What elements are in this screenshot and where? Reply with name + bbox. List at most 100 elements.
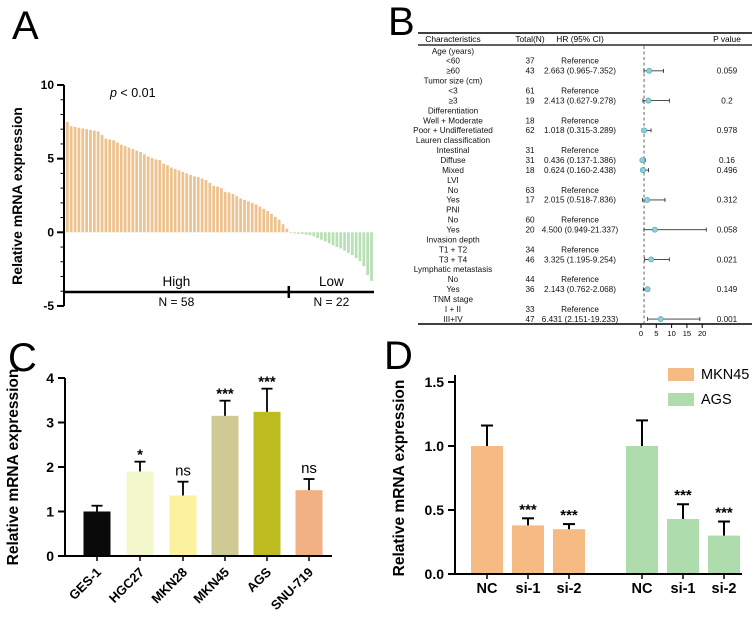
waterfall-bar [320,232,323,240]
x-tick-label: NC [477,581,498,597]
waterfall-bar [366,232,370,276]
row-label: T3 + T4 [439,255,468,264]
y-tick-label: 2 [46,459,54,475]
col-header-pvalue: P value [713,34,741,44]
col-header-characteristics: Characteristics [425,34,480,44]
hr-point [645,97,652,104]
row-hr-ci: 2.663 (0.965-7.352) [544,67,616,76]
row-total: 46 [525,255,535,264]
row-pvalue: 0.059 [717,67,738,76]
forest-plot-table: Characteristics Total(N) HR (95% CI) P valu… [413,32,752,338]
bar-GES-1 [83,511,111,556]
hr-point [639,167,646,174]
row-group-label: TNM stage [433,295,473,304]
waterfall-bar [162,163,165,233]
sig-stars: *** [560,507,578,524]
row-total: 31 [525,146,535,155]
group-n-high: N = 58 [159,295,195,309]
bar-MKN45-si-1 [512,525,544,574]
row-label: Yes [446,285,459,294]
row-label: Yes [446,196,459,205]
waterfall-bar [169,167,173,233]
waterfall-bar [193,176,196,233]
row-pvalue: 0.001 [717,315,738,324]
waterfall-bar [150,157,154,233]
waterfall-bar [77,127,81,233]
cell-line-bar-chart: GES-1 * HGC27 ns MKN28 *** MKN45 *** AGS ns SNU-71… [5,369,332,613]
legend-swatch-AGS [668,393,694,406]
row-total: 61 [525,86,535,95]
row-hr-ci: 0.624 (0.160-2.438) [544,166,616,175]
row-pvalue: 0.058 [717,225,738,234]
sig-label: ns [175,463,191,480]
bar-AGS-NC [626,446,658,574]
y-tick-label: 0 [46,548,54,564]
sig-stars: *** [715,505,733,522]
y-tick-label: 5 [47,152,54,166]
waterfall-bar [208,182,212,233]
waterfall-bar [73,126,77,233]
row-hr-ci: 0.436 (0.137-1.386) [544,156,616,165]
x-tick-label: SNU-719 [268,565,316,613]
x-tick-label: AGS [244,564,275,595]
bar-MKN45 [211,415,239,556]
waterfall-bar [270,213,273,233]
waterfall-expression-chart: 10 5 0 -5 Relative mRNA expression p < 0.01 Hi… [9,78,374,313]
row-total: 17 [525,196,535,205]
row-hr-ci: Reference [561,146,599,155]
row-hr-ci: Reference [561,245,599,254]
row-hr-ci: Reference [561,86,599,95]
y-tick-label: 10 [41,78,55,92]
axis-tick-label: 15 [683,329,691,338]
row-hr-ci: Reference [561,116,599,125]
waterfall-bar [69,126,73,233]
row-pvalue: 0.2 [721,96,733,105]
row-label: Diffuse [440,156,466,165]
waterfall-bar [158,160,162,233]
waterfall-bar [362,232,366,267]
bar-MKN45-NC [471,446,503,574]
waterfall-bar [89,129,92,233]
row-hr-ci: Reference [561,186,599,195]
waterfall-bar [347,232,350,253]
row-label: Yes [446,225,459,234]
x-tick-label: HGC27 [106,565,147,606]
hr-point [641,127,648,134]
p-value-annotation: p < 0.01 [109,86,156,100]
row-group-label: Lauren classification [416,136,491,145]
panel-label-b: B [388,0,415,44]
row-label: ≥3 [448,96,457,105]
waterfall-bar [100,135,104,233]
x-tick-label: si-2 [557,581,582,597]
row-label: Poor + Undifferetiated [413,126,493,135]
waterfall-bar [343,232,346,251]
y-axis-title: Relative mRNA expression [5,369,22,566]
row-label: <60 [446,57,460,66]
waterfall-bar [331,232,335,246]
row-total: 43 [525,67,535,76]
row-pvalue: 0.978 [717,126,738,135]
bar-HGC27 [126,471,154,556]
row-total: 44 [525,275,535,284]
waterfall-bar [227,192,231,233]
row-total: 47 [525,315,535,324]
x-tick-label: MKN28 [148,565,190,607]
hr-point [644,196,651,203]
waterfall-bar [273,216,277,233]
row-pvalue: 0.149 [717,285,738,294]
waterfall-bar [354,232,358,259]
waterfall-bar [304,232,308,235]
waterfall-bar [116,142,119,233]
row-total: 31 [525,156,535,165]
legend-swatch-MKN45 [668,368,694,381]
y-tick-label: 1.5 [425,374,445,390]
y-tick-label: 4 [46,370,54,386]
y-tick-label: 3 [46,415,54,431]
axis-tick-label: 10 [667,329,675,338]
row-group-label: Differentiation [428,106,479,115]
sig-stars: *** [258,374,276,391]
waterfall-bar [312,232,316,237]
row-hr-ci: Reference [561,275,599,284]
row-label: Well + Moderate [423,116,483,125]
waterfall-bar [223,191,227,233]
